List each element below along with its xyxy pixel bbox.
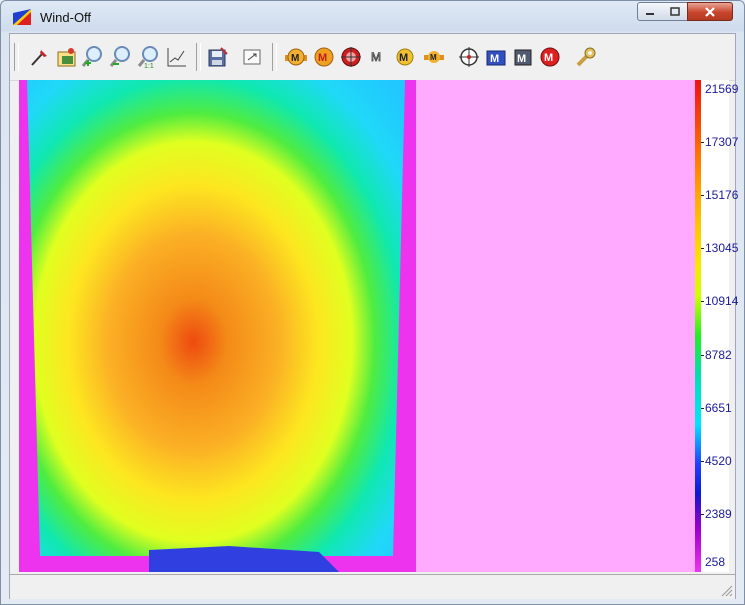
marker-left-button[interactable]: M — [282, 43, 310, 71]
colorbar-label: 10914 — [705, 294, 739, 308]
maximize-icon — [669, 7, 680, 16]
save-icon — [208, 47, 228, 67]
eyedropper-icon — [31, 50, 47, 66]
status-bar — [10, 574, 735, 599]
close-button[interactable] — [687, 2, 733, 21]
zoom-in-icon — [81, 46, 102, 67]
marker-yellow-icon: M — [396, 48, 414, 66]
title-bar[interactable]: Wind-Off — [1, 1, 744, 33]
colorbar — [695, 80, 701, 572]
svg-text:1:1: 1:1 — [144, 63, 154, 69]
marker-target-icon — [341, 47, 361, 67]
crosshair-button[interactable] — [455, 43, 483, 71]
minimize-icon — [646, 12, 654, 15]
svg-text:M: M — [517, 53, 526, 65]
marker-yellow-button[interactable]: M — [391, 43, 419, 71]
colorbar-tick — [701, 142, 704, 143]
image-open-button[interactable] — [53, 43, 81, 71]
svg-text:M: M — [318, 52, 327, 64]
svg-text:M: M — [490, 53, 499, 65]
eyedropper-button[interactable] — [25, 43, 53, 71]
marker-outline-button[interactable]: M — [364, 43, 392, 71]
zoom-actual-icon: 1:1 — [137, 46, 158, 69]
close-icon — [705, 6, 715, 17]
zoom-in-button[interactable] — [79, 43, 107, 71]
heatmap-image — [27, 80, 405, 572]
marker-dark-icon: M — [514, 49, 532, 66]
colorbar-label: 15176 — [705, 188, 739, 202]
marker-small-icon: M — [424, 51, 444, 63]
colorbar-tick — [701, 461, 704, 462]
colorbar-label: 2389 — [705, 507, 732, 521]
fit-window-icon — [243, 49, 261, 65]
marker-blue-button[interactable]: M — [482, 43, 510, 71]
colorbar-tick — [701, 514, 704, 515]
toolbar-separator — [196, 43, 201, 71]
line-chart-icon — [167, 48, 186, 67]
colorbar-label: 6651 — [705, 401, 732, 415]
crosshair-icon — [459, 47, 479, 67]
colorbar-label: 13045 — [705, 241, 739, 255]
zoom-out-button[interactable] — [107, 43, 135, 71]
colorbar-label-max: 21569 — [705, 82, 739, 96]
wrench-button[interactable] — [572, 43, 600, 71]
marker-icon: M — [314, 47, 334, 67]
save-button[interactable] — [204, 43, 232, 71]
marker-blue-icon: M — [486, 50, 506, 66]
svg-text:M: M — [430, 53, 437, 62]
client-area: 1:1 M M M — [9, 33, 738, 599]
empty-right-pane — [416, 80, 695, 572]
zoom-out-icon — [109, 46, 130, 67]
colorbar-label: 8782 — [705, 348, 732, 362]
marker-button[interactable]: M — [310, 43, 338, 71]
colorbar-tick — [701, 355, 704, 356]
toolbar-grip[interactable] — [14, 43, 19, 71]
minimize-button[interactable] — [637, 2, 663, 21]
toolbar-separator — [272, 43, 277, 71]
svg-text:M: M — [399, 52, 408, 64]
svg-text:M: M — [291, 53, 299, 64]
image-view[interactable]: 21569 17307 15176 13045 10914 8782 6651 … — [19, 80, 738, 572]
svg-text:M: M — [544, 52, 553, 64]
maximize-button[interactable] — [662, 2, 688, 21]
app-icon — [13, 9, 31, 25]
marker-red-circle-icon: M — [540, 47, 560, 67]
heatmap-pane[interactable] — [19, 80, 416, 572]
line-chart-button[interactable] — [163, 43, 191, 71]
colorbar-label-min: 258 — [705, 555, 726, 569]
resize-grip-icon[interactable] — [719, 583, 733, 597]
colorbar-tick — [701, 301, 704, 302]
colorbar-tick — [701, 248, 704, 249]
zoom-actual-button[interactable]: 1:1 — [135, 43, 163, 71]
marker-target-button[interactable] — [337, 43, 365, 71]
colorbar-tick — [701, 408, 704, 409]
marker-small-button[interactable]: M — [420, 43, 448, 71]
colorbar-label: 4520 — [705, 454, 732, 468]
colorbar-label: 17307 — [705, 135, 739, 149]
toolbar: 1:1 M M M — [10, 34, 735, 81]
image-open-icon — [57, 48, 76, 67]
colorbar-tick — [701, 195, 704, 196]
marker-dark-button[interactable]: M — [509, 43, 537, 71]
marker-red-circle-button[interactable]: M — [536, 43, 564, 71]
wrench-icon — [576, 47, 596, 67]
svg-text:M: M — [371, 50, 381, 64]
fit-window-button[interactable] — [238, 43, 266, 71]
marker-left-icon: M — [285, 48, 307, 66]
marker-outline-icon: M — [371, 50, 382, 65]
window-title: Wind-Off — [40, 10, 92, 25]
